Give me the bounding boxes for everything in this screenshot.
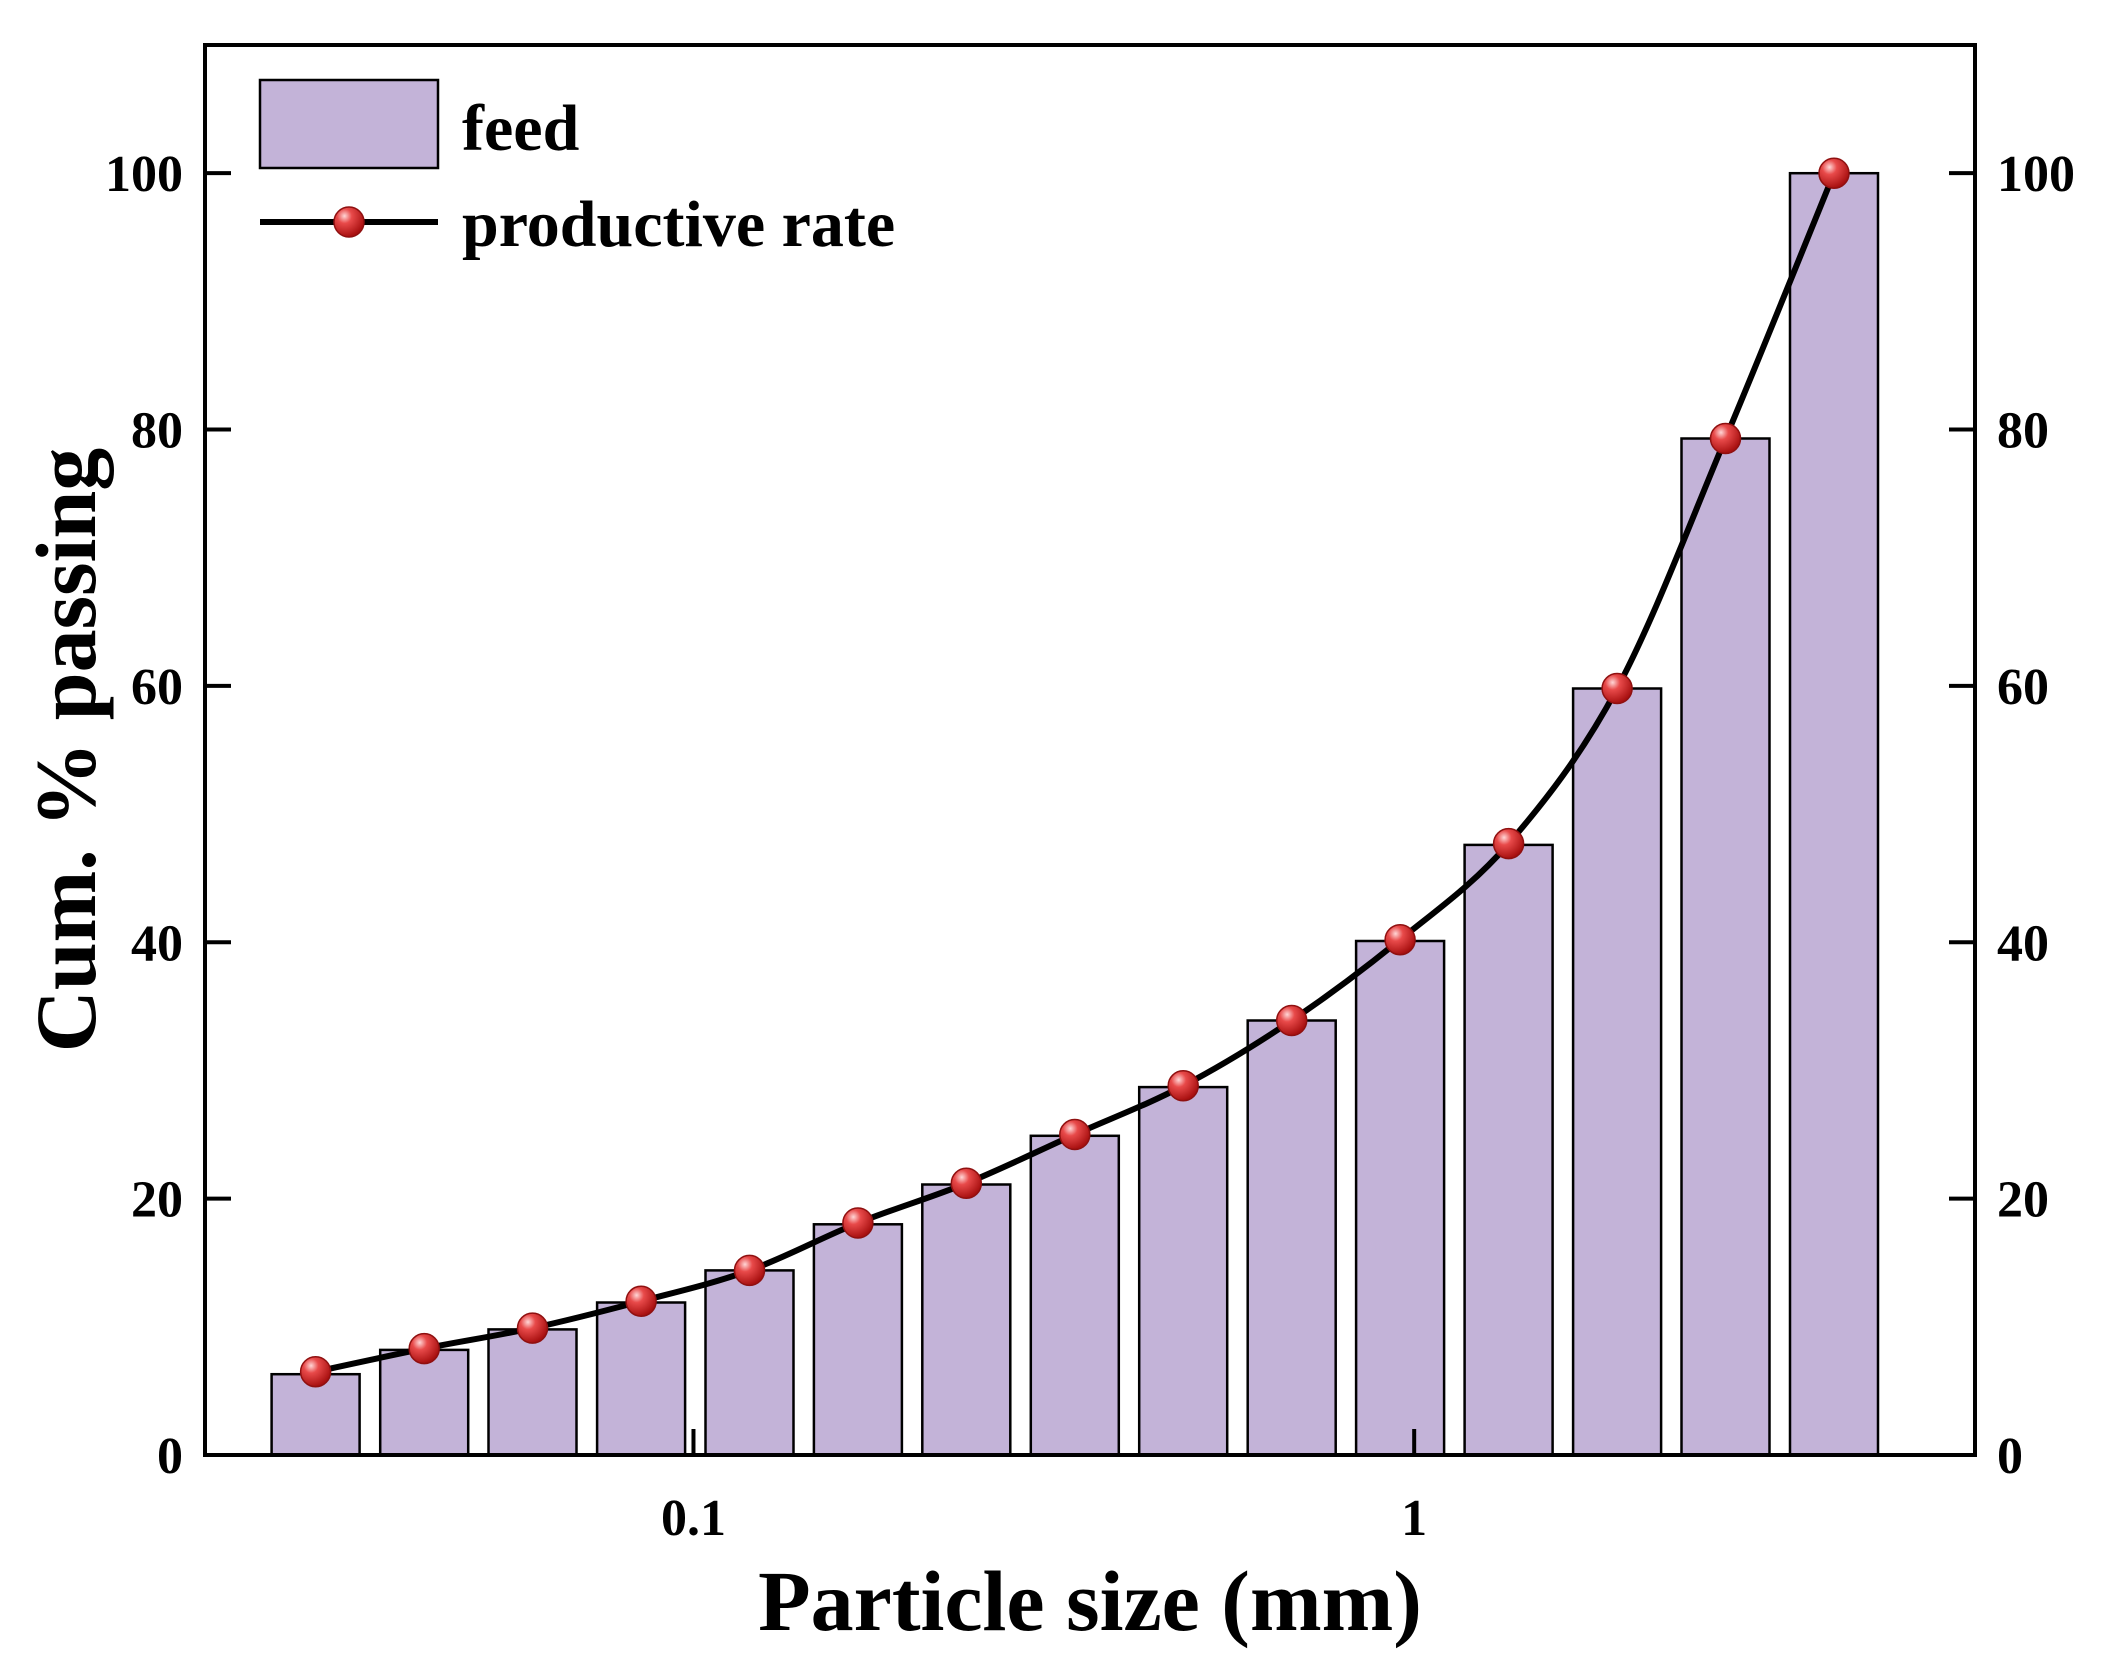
feed-bar	[270, 1372, 361, 1457]
y2-tick-label: 80	[1997, 403, 2049, 460]
productive-rate-point	[1818, 157, 1850, 189]
x-tick-label: 0.1	[661, 1490, 726, 1547]
productive-rate-point	[1601, 672, 1633, 705]
feed-bars	[270, 171, 1880, 1457]
productive-rate-point	[1059, 1118, 1091, 1151]
feed-bar	[1246, 1019, 1337, 1457]
feed-bar	[1788, 171, 1880, 1457]
productive-rate-point	[516, 1312, 549, 1344]
y2-tick-label: 60	[1997, 659, 2049, 716]
legend: feed productive rate	[258, 78, 895, 261]
productive-rate-point	[1384, 923, 1416, 956]
y-tick-label: 100	[105, 146, 183, 203]
feed-bar	[704, 1269, 795, 1457]
y2-tick-label: 0	[1997, 1428, 2023, 1485]
legend-marker-productive-rate	[333, 206, 365, 238]
x-tick-label: 1	[1401, 1490, 1427, 1547]
legend-label-productive-rate: productive rate	[462, 188, 895, 261]
feed-bar	[1571, 687, 1663, 1457]
y-tick-label: 0	[157, 1428, 183, 1485]
productive-rate-line	[314, 172, 1837, 1375]
feed-bar	[595, 1301, 687, 1457]
feed-bar	[1137, 1085, 1229, 1457]
productive-rate-point	[299, 1355, 332, 1388]
feed-bar	[378, 1348, 470, 1457]
y-tick-label: 40	[131, 915, 183, 972]
y2-tick-label: 40	[1997, 915, 2049, 972]
feed-bar	[487, 1328, 578, 1457]
y2-tick-label: 20	[1997, 1172, 2049, 1229]
productive-rate-point	[733, 1254, 766, 1287]
y-axis-title: Cum. % passing	[18, 448, 114, 1053]
productive-rate-point	[1275, 1004, 1308, 1037]
feed-bar	[921, 1183, 1012, 1457]
legend-label-feed: feed	[462, 92, 579, 165]
x-axis-title: Particle size (mm)	[758, 1553, 1422, 1649]
y-tick-label: 60	[131, 659, 183, 716]
feed-bar	[1680, 437, 1771, 1457]
plot-frame	[203, 43, 1977, 1457]
y-tick-label: 20	[131, 1172, 183, 1229]
feed-bar	[1463, 843, 1554, 1457]
feed-bar	[1354, 939, 1446, 1457]
productive-rate-point	[1709, 422, 1742, 455]
productive-rate-point	[1492, 827, 1525, 860]
productive-rate-point	[842, 1207, 874, 1239]
axes: 0 0 20 20 40 40 60 60 80 80 100 100 0.1 1	[105, 43, 2075, 1547]
legend-swatch-feed	[258, 78, 440, 170]
y-tick-label: 80	[131, 403, 183, 460]
productive-rate-series	[299, 157, 1850, 1388]
y2-tick-label: 100	[1997, 146, 2075, 203]
productive-rate-point	[625, 1285, 657, 1317]
productive-rate-point	[408, 1332, 440, 1365]
productive-rate-point	[950, 1167, 983, 1200]
productive-rate-point	[1167, 1070, 1199, 1102]
feed-bar	[1029, 1134, 1121, 1457]
feed-bar	[812, 1223, 904, 1457]
